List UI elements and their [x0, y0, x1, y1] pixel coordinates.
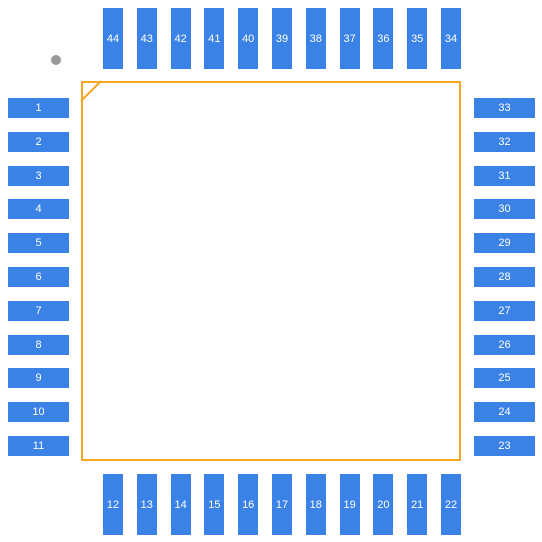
- pin1-indicator-dot: [51, 55, 61, 65]
- pin-41: 41: [204, 8, 224, 69]
- pin-14: 14: [171, 474, 191, 535]
- pin-26: 26: [474, 335, 535, 355]
- pin-23: 23: [474, 436, 535, 456]
- pin-label: 36: [377, 33, 389, 45]
- pin-label: 33: [498, 102, 510, 114]
- pin-label: 15: [208, 499, 220, 511]
- pin-8: 8: [8, 335, 69, 355]
- pin-label: 44: [107, 33, 119, 45]
- pin-30: 30: [474, 199, 535, 219]
- pin-label: 9: [35, 372, 41, 384]
- pin-label: 27: [498, 305, 510, 317]
- pin-27: 27: [474, 301, 535, 321]
- pin-label: 39: [276, 33, 288, 45]
- pin-label: 6: [35, 271, 41, 283]
- qfp-footprint: 1234567891011121314151617181920212223242…: [0, 0, 542, 542]
- pin-label: 37: [343, 33, 355, 45]
- pin-label: 26: [498, 339, 510, 351]
- pin-label: 12: [107, 499, 119, 511]
- pin-19: 19: [340, 474, 360, 535]
- pin-label: 41: [208, 33, 220, 45]
- pin-label: 40: [242, 33, 254, 45]
- pin-label: 14: [174, 499, 186, 511]
- pin-2: 2: [8, 132, 69, 152]
- pin-10: 10: [8, 402, 69, 422]
- pin-39: 39: [272, 8, 292, 69]
- pin-7: 7: [8, 301, 69, 321]
- pin-label: 30: [498, 203, 510, 215]
- pin-35: 35: [407, 8, 427, 69]
- pin-label: 16: [242, 499, 254, 511]
- pin-36: 36: [373, 8, 393, 69]
- pin-40: 40: [238, 8, 258, 69]
- pin-label: 11: [33, 440, 44, 452]
- pin-label: 4: [35, 203, 41, 215]
- pin-4: 4: [8, 199, 69, 219]
- pin-3: 3: [8, 166, 69, 186]
- pin-17: 17: [272, 474, 292, 535]
- pin-21: 21: [407, 474, 427, 535]
- pin-34: 34: [441, 8, 461, 69]
- pin-9: 9: [8, 368, 69, 388]
- pin-42: 42: [171, 8, 191, 69]
- pin-label: 31: [498, 170, 510, 182]
- pin-label: 25: [498, 372, 510, 384]
- pin-15: 15: [204, 474, 224, 535]
- pin-label: 10: [32, 406, 44, 418]
- pin-33: 33: [474, 98, 535, 118]
- pin-37: 37: [340, 8, 360, 69]
- pin-label: 42: [174, 33, 186, 45]
- pin-25: 25: [474, 368, 535, 388]
- pin-label: 2: [35, 136, 41, 148]
- pin-label: 1: [35, 102, 41, 114]
- pin-18: 18: [306, 474, 326, 535]
- pin-28: 28: [474, 267, 535, 287]
- pin-29: 29: [474, 233, 535, 253]
- pin-43: 43: [137, 8, 157, 69]
- pin-44: 44: [103, 8, 123, 69]
- pin-5: 5: [8, 233, 69, 253]
- pin-label: 21: [411, 499, 423, 511]
- pin-label: 17: [276, 499, 288, 511]
- pin-11: 11: [8, 436, 69, 456]
- pin-label: 29: [498, 237, 510, 249]
- pin-13: 13: [137, 474, 157, 535]
- pin-label: 23: [498, 440, 510, 452]
- pin-label: 32: [498, 136, 510, 148]
- pin-22: 22: [441, 474, 461, 535]
- pin-38: 38: [306, 8, 326, 69]
- pin-label: 43: [141, 33, 153, 45]
- pin-16: 16: [238, 474, 258, 535]
- pin-32: 32: [474, 132, 535, 152]
- pin-6: 6: [8, 267, 69, 287]
- pin-label: 7: [35, 305, 41, 317]
- pin-label: 8: [35, 339, 41, 351]
- pin-24: 24: [474, 402, 535, 422]
- pin-31: 31: [474, 166, 535, 186]
- notch-line: [0, 0, 542, 542]
- pin-label: 24: [498, 406, 510, 418]
- pin-label: 3: [35, 170, 41, 182]
- pin-label: 35: [411, 33, 423, 45]
- pin-1: 1: [8, 98, 69, 118]
- pin-label: 38: [310, 33, 322, 45]
- pin-label: 5: [35, 237, 41, 249]
- pin-label: 34: [445, 33, 457, 45]
- pin-20: 20: [373, 474, 393, 535]
- pin-label: 20: [377, 499, 389, 511]
- pin-label: 28: [498, 271, 510, 283]
- pin-label: 18: [310, 499, 322, 511]
- pin-label: 19: [343, 499, 355, 511]
- pin-label: 22: [445, 499, 457, 511]
- pin-label: 13: [141, 499, 153, 511]
- pin-12: 12: [103, 474, 123, 535]
